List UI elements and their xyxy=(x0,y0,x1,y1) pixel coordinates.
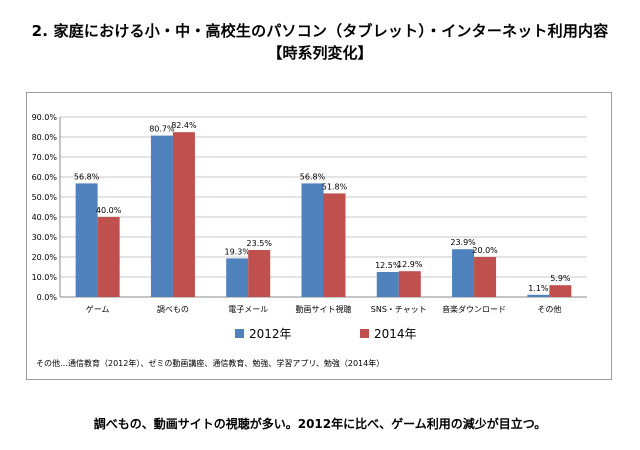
legend-label-2014: 2014年 xyxy=(374,327,417,341)
data-label-2012: 56.8% xyxy=(74,172,100,181)
data-label-2012: 1.1% xyxy=(528,284,549,293)
x-tick-label: 電子メール xyxy=(228,305,268,314)
legend-item-2014: 2014年 xyxy=(360,325,417,342)
y-tick-label: 20.0% xyxy=(32,253,58,262)
data-label-2014: 40.0% xyxy=(96,206,122,215)
chart-subtitle: 【時系列変化】 xyxy=(267,44,373,62)
data-label-2014: 20.0% xyxy=(472,246,498,255)
bar-chart: 0.0% 10.0% 20.0% 30.0% 40.0% 50.0% 60.0% 70.0% 8… xyxy=(32,113,587,314)
y-tick-label: 50.0% xyxy=(32,193,58,202)
y-tick-label: 0.0% xyxy=(37,293,58,302)
data-label-2014: 12.9% xyxy=(397,260,423,269)
y-tick-label: 30.0% xyxy=(32,233,58,242)
legend-swatch-2014 xyxy=(360,329,369,338)
legend-label-2012: 2012年 xyxy=(249,327,292,341)
y-tick-label: 90.0% xyxy=(32,113,58,122)
data-label-2014: 51.8% xyxy=(322,182,348,191)
bar-2014 xyxy=(172,132,195,297)
bar-2012 xyxy=(301,183,324,297)
y-tick-label: 10.0% xyxy=(32,273,58,282)
data-label-2014: 82.4% xyxy=(171,121,197,130)
bar-2012 xyxy=(452,249,475,297)
footnote: その他…通信教育（2012年）、ゼミの動画講座、通信教育、勉強、学習アプリ、勉強… xyxy=(36,359,385,368)
legend-swatch-2012 xyxy=(235,329,244,338)
bar-2014 xyxy=(97,217,120,297)
summary-caption: 調べもの、動画サイトの視聴が多い。2012年に比べ、ゲーム利用の減少が目立つ。 xyxy=(93,417,547,431)
bar-2014 xyxy=(398,271,421,297)
bar-2012 xyxy=(376,272,399,297)
legend-item-2012: 2012年 xyxy=(235,325,292,342)
x-tick-label: 調べもの xyxy=(157,304,189,314)
data-label-2012: 56.8% xyxy=(300,172,326,181)
data-label-2012: 19.3% xyxy=(225,247,251,256)
x-tick-label: 動画サイト視聴 xyxy=(296,304,352,314)
y-tick-label: 70.0% xyxy=(32,153,58,162)
data-label-2012: 23.9% xyxy=(450,238,476,247)
bar-2014 xyxy=(549,285,572,297)
y-tick-label: 80.0% xyxy=(32,133,58,142)
y-tick-label: 40.0% xyxy=(32,213,58,222)
x-tick-label: 音楽ダウンロード xyxy=(442,304,506,314)
bar-2012 xyxy=(226,258,249,297)
y-tick-label: 60.0% xyxy=(32,173,58,182)
chart-title: 2. 家庭における小・中・高校生のパソコン（タブレット）・インターネット利用内容 xyxy=(31,22,609,40)
data-label-2014: 5.9% xyxy=(550,274,571,283)
bar-2012 xyxy=(75,183,98,297)
bar-2014 xyxy=(474,257,497,297)
data-label-2012: 80.7% xyxy=(149,125,175,134)
data-label-2012: 12.5% xyxy=(375,261,401,270)
bar-2014 xyxy=(323,193,346,297)
data-label-2014: 23.5% xyxy=(247,239,273,248)
x-tick-label: ゲーム xyxy=(86,304,110,314)
bar-2012 xyxy=(150,135,173,297)
x-tick-label: その他 xyxy=(537,304,561,314)
bar-2014 xyxy=(248,250,271,297)
x-tick-label: SNS・チャット xyxy=(371,305,427,314)
bar-2012 xyxy=(527,294,550,297)
